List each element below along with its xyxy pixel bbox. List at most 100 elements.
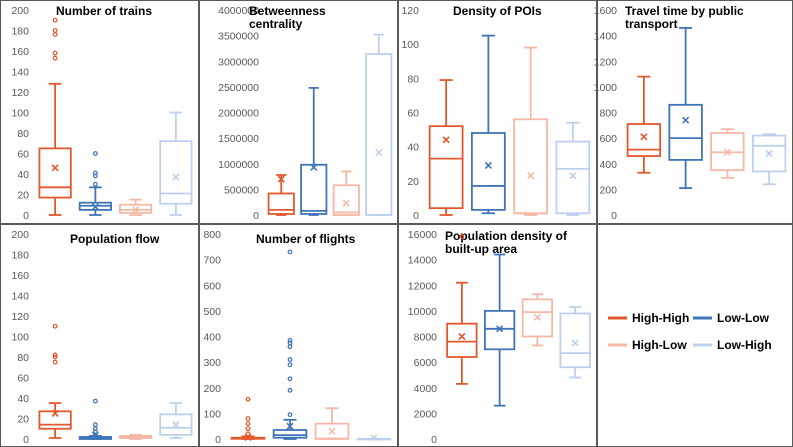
y-tick-label: 120 [11, 311, 29, 323]
y-tick-label: 160 [11, 270, 29, 282]
box-series-high-high [626, 75, 662, 174]
outlier-point [92, 181, 98, 187]
outlier-point [287, 337, 293, 343]
box-series-high-low [119, 433, 153, 441]
mean-marker [132, 206, 140, 214]
y-tick-label: 100 [11, 332, 29, 344]
mean-marker [765, 149, 773, 158]
outlier-point [245, 426, 251, 432]
outlier-point [287, 249, 293, 255]
outlier-point [287, 357, 293, 362]
y-tick-label: 3500000 [218, 31, 259, 43]
y-tick-label: 1000 [594, 82, 618, 94]
outlier-point [52, 17, 58, 23]
box-series-low-high [559, 306, 591, 379]
y-tick-label: 0 [413, 210, 419, 222]
legend-label: Low-High [717, 338, 772, 352]
outlier-point [52, 28, 58, 33]
chart-title: Number of trains [56, 4, 152, 18]
y-tick-label: 800 [599, 108, 617, 120]
y-tick-label: 800 [203, 229, 221, 241]
box-series-high-high [267, 174, 295, 216]
outlier-point [459, 234, 465, 239]
box [668, 103, 703, 161]
panel-border [0, 0, 199, 224]
outlier-point [287, 340, 293, 346]
box-series-low-high [365, 33, 393, 216]
panel-border [199, 0, 398, 224]
mean-marker [484, 161, 492, 170]
y-tick-label: 600 [203, 280, 221, 292]
y-tick-label: 600 [599, 133, 617, 145]
outlier-point [92, 426, 98, 432]
box [365, 53, 393, 216]
y-tick-label: 2000 [414, 408, 438, 420]
outlier-point [92, 422, 98, 428]
outlier-point [287, 362, 293, 368]
y-tick-label: 8000 [414, 332, 438, 344]
mean-marker [310, 163, 318, 171]
y-tick-label: 1500000 [218, 133, 259, 145]
y-tick-label: 80 [407, 73, 419, 85]
chart-panel: 0 100 200 300 400 500 600 700 800 Number of fligh… [203, 229, 392, 446]
legend-item: Low-Low [693, 311, 770, 325]
box [470, 132, 506, 211]
y-tick-label: 0 [431, 434, 437, 446]
y-tick-label: 200 [11, 5, 29, 17]
mean-marker [91, 203, 99, 211]
y-tick-label: 100 [11, 108, 29, 120]
mean-marker [458, 332, 466, 341]
y-tick-label: 1600 [594, 5, 618, 17]
box [484, 309, 516, 351]
outlier-point [245, 421, 251, 427]
mean-marker [442, 136, 450, 144]
box-series-high-low [314, 407, 350, 440]
box [332, 184, 360, 216]
mean-marker [496, 325, 504, 333]
box [626, 123, 662, 157]
box-series-low-low [668, 27, 703, 189]
box [559, 312, 591, 369]
box-series-high-low [332, 170, 360, 216]
box [267, 192, 295, 215]
legend-item: Low-High [693, 338, 772, 352]
y-tick-label: 400 [599, 159, 617, 171]
y-tick-label: 200 [11, 229, 29, 241]
outlier-point [245, 416, 251, 421]
y-tick-label: 40 [17, 393, 29, 405]
mean-marker [527, 172, 535, 180]
legend-item: High-Low [608, 338, 687, 352]
outlier-point [52, 354, 58, 360]
mean-marker [375, 148, 383, 157]
y-tick-label: 2000000 [218, 108, 259, 120]
y-tick-label: 60 [17, 373, 29, 385]
outlier-point [245, 431, 251, 437]
legend-item: High-High [608, 311, 689, 325]
y-tick-label: 0 [611, 210, 617, 222]
outlier-point [52, 50, 58, 56]
mean-marker [286, 422, 294, 430]
outlier-point [287, 376, 293, 382]
y-tick-label: 4000 [414, 383, 438, 395]
mean-marker [51, 164, 59, 172]
y-tick-label: 1000000 [218, 159, 259, 171]
box-series-low-low [300, 87, 328, 216]
mean-marker [328, 427, 336, 435]
chart-title: Density of POIs [453, 4, 542, 18]
mean-marker [682, 116, 690, 124]
legend-label: Low-Low [717, 311, 770, 325]
mean-marker [370, 434, 378, 442]
chart-title: Population flow [70, 232, 160, 246]
mean-marker [723, 148, 731, 156]
y-tick-label: 60 [17, 149, 29, 161]
box-series-high-high [38, 323, 72, 439]
y-tick-label: 700 [203, 255, 221, 267]
y-tick-label: 300 [203, 357, 221, 369]
legend-label: High-Low [632, 338, 687, 352]
mean-marker [342, 199, 350, 207]
box-series-low-low [470, 34, 506, 215]
panel-border [199, 224, 398, 447]
chart-panel: 0 20 40 60 80 100 120 Density of POIs [401, 4, 591, 222]
mean-marker [132, 433, 140, 441]
